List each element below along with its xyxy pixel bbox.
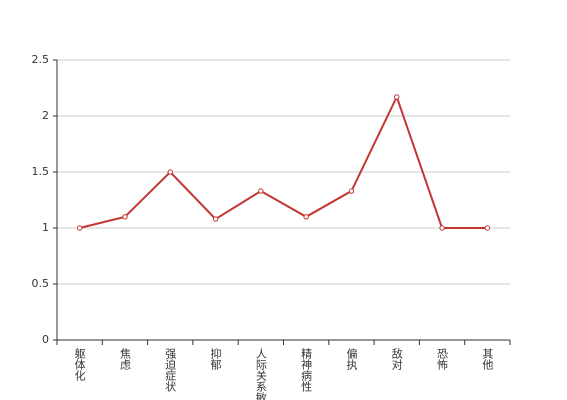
point <box>348 188 355 194</box>
point <box>122 214 128 220</box>
y-tick-label: 2.5 <box>32 53 50 66</box>
y-tick-label: 0 <box>42 333 49 346</box>
x-tick-label: 敌对 <box>390 347 403 370</box>
point <box>76 225 83 231</box>
x-tick-label: 精神病性 <box>300 348 313 393</box>
point <box>212 216 219 222</box>
point <box>484 225 491 231</box>
x-tick-label: 恐怖 <box>436 348 449 370</box>
point <box>167 169 173 175</box>
x-tick-label: 其他 <box>481 348 494 370</box>
x-tick-label: 偏执 <box>345 347 358 371</box>
y-tick-label: 2 <box>42 109 49 122</box>
point <box>258 188 264 194</box>
y-tick-label: 1.5 <box>32 165 50 178</box>
line <box>79 94 488 229</box>
point <box>394 94 400 100</box>
x-tick-label: 抑郁 <box>209 347 222 370</box>
x-tick-label: 强迫症状 <box>164 348 177 392</box>
y-tick-label: 0.5 <box>32 277 50 290</box>
point <box>439 225 445 231</box>
x-tick-label: 焦虑 <box>118 348 131 370</box>
point <box>303 214 309 220</box>
x-tick-label: 人际关系敏感 <box>254 348 267 400</box>
y-tick-label: 1 <box>42 221 49 234</box>
x-tick-label: 躯体化 <box>73 348 86 382</box>
